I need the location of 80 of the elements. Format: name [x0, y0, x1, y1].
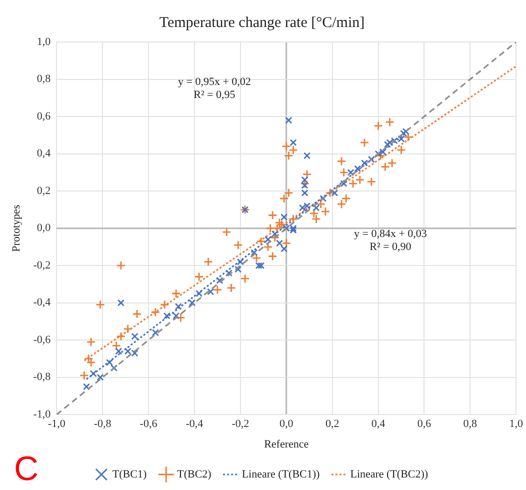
- point: [90, 370, 97, 378]
- y-tick-label: 1,0: [36, 36, 52, 48]
- point: [258, 262, 265, 270]
- point: [172, 312, 180, 320]
- point: [271, 230, 278, 238]
- point: [298, 204, 306, 212]
- point: [280, 214, 288, 221]
- point: [390, 137, 398, 144]
- x-tick-label: 0,0: [279, 418, 294, 430]
- annotation: y = 0,84x + 0,03 R² = 0,90: [354, 228, 427, 254]
- point: [331, 189, 338, 196]
- point: [290, 224, 297, 232]
- x-tick-label: -0,8: [94, 418, 112, 430]
- x-axis-title: Reference: [264, 438, 309, 450]
- point: [216, 276, 224, 284]
- y-tick-label: -1,0: [33, 408, 52, 420]
- point: [379, 148, 386, 156]
- y-tick-label: 0,0: [36, 222, 52, 234]
- point: [152, 329, 159, 336]
- point: [207, 288, 214, 296]
- point: [280, 245, 288, 252]
- x-tick-label: -1,0: [48, 418, 66, 430]
- point: [282, 224, 290, 232]
- x-tick-label: 0,8: [463, 418, 478, 430]
- point: [225, 269, 232, 277]
- point: [264, 236, 272, 244]
- legend-label: Lineare (T(BC2)): [350, 468, 428, 480]
- y-tick-label: 0,6: [36, 110, 52, 122]
- x-tick-label: -0,4: [186, 418, 204, 430]
- legend-label: T(BC1): [112, 468, 147, 480]
- point: [174, 303, 182, 310]
- point: [285, 116, 292, 124]
- annotation: y = 0,95x + 0,02 R² = 0,95: [178, 76, 251, 102]
- point: [374, 150, 382, 158]
- point: [347, 168, 354, 176]
- point: [255, 262, 262, 270]
- legend-label: Lineare (T(BC1)): [242, 468, 320, 480]
- point: [384, 140, 391, 148]
- point: [368, 156, 375, 163]
- point: [250, 248, 258, 256]
- point: [110, 364, 118, 372]
- text: C: [14, 450, 39, 488]
- point: [96, 374, 104, 381]
- point: [115, 348, 122, 355]
- y-tick-label: 0,4: [36, 148, 52, 160]
- point: [304, 152, 311, 160]
- point: [196, 290, 203, 298]
- point: [312, 204, 320, 212]
- point: [276, 240, 284, 247]
- y-tick-label: -0,4: [33, 296, 52, 309]
- y-axis-title: Prototypes: [10, 204, 22, 252]
- x-tick-label: -0,2: [232, 418, 250, 430]
- point: [163, 312, 170, 320]
- y-tick-label: -0,6: [33, 334, 52, 346]
- x-tick-label: 0,2: [325, 418, 340, 430]
- point: [82, 383, 90, 390]
- point: [188, 299, 196, 306]
- point: [354, 165, 362, 172]
- point: [106, 358, 113, 366]
- x-tick-label: 0,4: [371, 418, 386, 430]
- y-tick-label: -0,2: [33, 259, 51, 272]
- y-tick-label: 0,8: [36, 73, 52, 86]
- point: [360, 160, 368, 167]
- point: [131, 332, 138, 340]
- point: [290, 139, 297, 146]
- point: [131, 350, 138, 357]
- legend-label: T(BC2): [177, 468, 212, 480]
- point: [340, 180, 348, 188]
- y-tick-label: -0,8: [33, 371, 52, 384]
- chart-title: Temperature change rate [°C/min]: [159, 14, 365, 31]
- point: [290, 226, 297, 234]
- x-tick-label: 0,6: [417, 418, 432, 430]
- point: [117, 299, 124, 306]
- x-tick-label: 1,0: [509, 418, 524, 430]
- point: [320, 194, 327, 202]
- point: [386, 139, 394, 146]
- y-tick-label: 0,2: [36, 184, 51, 197]
- x-tick-label: -0,6: [140, 418, 158, 430]
- point: [124, 348, 132, 355]
- point: [304, 202, 311, 210]
